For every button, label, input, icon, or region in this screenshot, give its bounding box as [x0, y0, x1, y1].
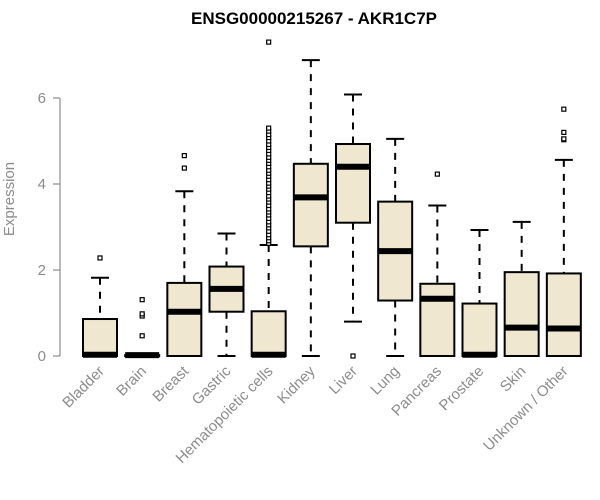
box-body — [461, 302, 498, 358]
outlier-point — [181, 165, 187, 171]
box-body — [292, 162, 329, 248]
box-body — [545, 272, 582, 357]
category-label: Breast — [149, 362, 192, 405]
category-label: Brain — [113, 363, 150, 400]
boxes-layer — [82, 39, 582, 359]
outlier-point — [139, 333, 145, 339]
outlier-point — [561, 136, 567, 142]
category-label: Bladder — [59, 363, 108, 412]
category-label: Lung — [367, 363, 403, 399]
outlier-point — [561, 106, 567, 112]
y-axis-label: Expression — [1, 162, 18, 236]
y-axis: 0 2 4 6 — [38, 90, 61, 365]
outlier-point — [97, 255, 103, 261]
outlier-point — [266, 39, 272, 45]
outlier-point — [139, 311, 145, 317]
y-tick-label: 0 — [38, 348, 46, 365]
category-label: Skin — [497, 363, 530, 396]
outlier-point — [139, 297, 145, 303]
category-label: Prostate — [436, 363, 488, 415]
y-tick-label: 4 — [38, 176, 46, 193]
outlier-point — [181, 153, 187, 159]
outlier-point — [561, 129, 567, 135]
box-body — [419, 282, 456, 358]
outlier-point — [434, 171, 440, 177]
box-body — [503, 271, 540, 357]
box-body — [82, 318, 118, 357]
outlier-point — [266, 125, 272, 131]
outlier-point — [350, 353, 356, 359]
y-tick-label: 6 — [38, 90, 46, 107]
chart-title: ENSG00000215267 - AKR1C7P — [191, 9, 437, 28]
category-label: Liver — [326, 363, 361, 398]
box-body — [166, 281, 203, 357]
box-body — [250, 310, 287, 357]
y-tick-label: 2 — [38, 262, 46, 279]
box-body — [335, 143, 371, 224]
category-label: Kidney — [274, 362, 319, 407]
